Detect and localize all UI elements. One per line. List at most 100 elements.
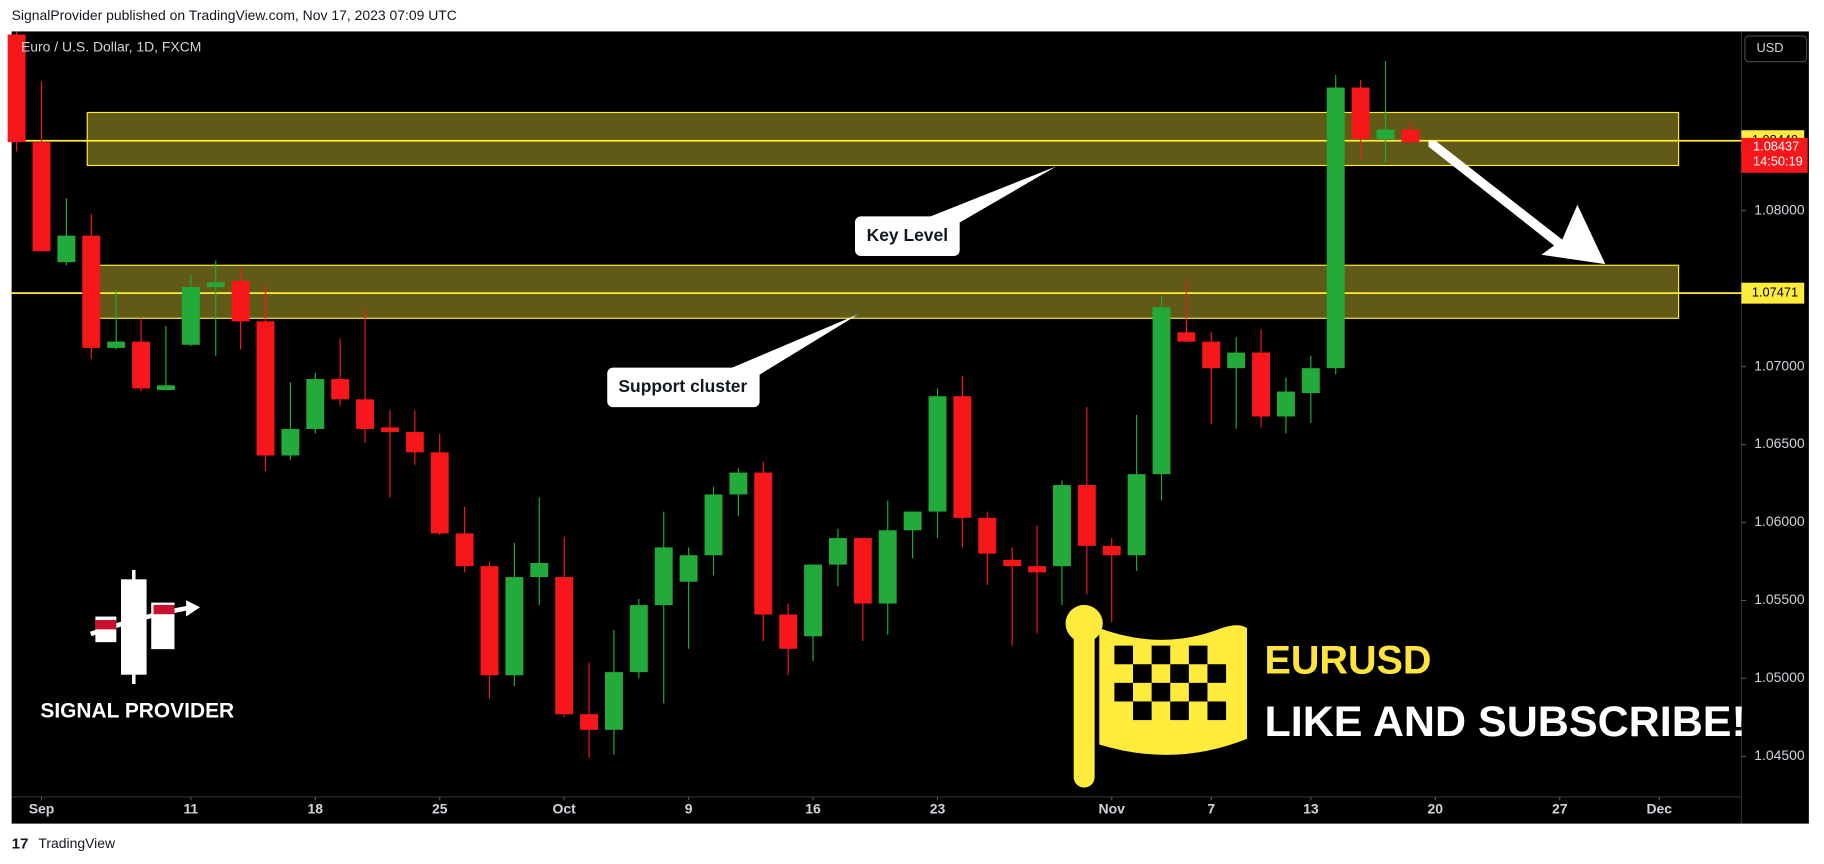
callout-box bbox=[855, 216, 960, 256]
candle-body bbox=[903, 511, 922, 531]
candle-body bbox=[1326, 87, 1345, 369]
candle-body bbox=[853, 538, 872, 604]
x-tick-label: 20 bbox=[1428, 800, 1444, 816]
x-tick-label: 25 bbox=[432, 800, 448, 816]
candle-body bbox=[580, 714, 599, 730]
candle-body bbox=[331, 379, 350, 400]
candle-body bbox=[281, 428, 300, 456]
logo-text: SIGNAL PROVIDER bbox=[40, 699, 234, 722]
currency-box[interactable] bbox=[1744, 35, 1808, 63]
candle-body bbox=[32, 142, 51, 252]
candle-body bbox=[1052, 485, 1071, 567]
footer: TradingView bbox=[38, 835, 116, 851]
x-tick-label: 27 bbox=[1552, 800, 1568, 816]
candle-body bbox=[1276, 391, 1295, 417]
candle-body bbox=[530, 563, 549, 578]
callout-pointer bbox=[721, 314, 859, 384]
candle-body bbox=[704, 494, 723, 556]
candle-body bbox=[231, 280, 250, 322]
flag-icon bbox=[1065, 604, 1248, 788]
candle-body bbox=[1351, 87, 1370, 139]
x-tick-label: 7 bbox=[1207, 800, 1215, 816]
candle-body bbox=[1202, 341, 1221, 369]
candle-body bbox=[1177, 332, 1196, 342]
candle-body bbox=[132, 341, 151, 389]
promo-text: LIKE AND SUBSCRIBE! bbox=[1264, 698, 1745, 746]
zone bbox=[86, 264, 1680, 319]
candle-body bbox=[356, 399, 375, 429]
last-price: 1.08437 bbox=[1753, 139, 1799, 154]
logo bbox=[89, 570, 201, 685]
level-label: 1.07471 bbox=[1752, 285, 1798, 300]
x-tick-label: 11 bbox=[183, 800, 198, 816]
candle-body bbox=[1376, 129, 1395, 139]
annotation: Support cluster bbox=[618, 376, 747, 396]
candle-body bbox=[405, 432, 424, 453]
candle-body bbox=[7, 34, 26, 143]
x-tick-label: Oct bbox=[553, 800, 577, 816]
candle-body bbox=[729, 472, 748, 495]
candle-body bbox=[1127, 474, 1146, 556]
x-tick-label: 16 bbox=[805, 800, 821, 816]
candle-body bbox=[256, 321, 275, 456]
zone bbox=[86, 111, 1680, 167]
candle-body bbox=[380, 427, 399, 433]
candle-body bbox=[480, 566, 499, 676]
y-tick-label: 1.07000 bbox=[1754, 357, 1805, 373]
candle-body bbox=[107, 341, 126, 348]
candle-body bbox=[779, 614, 798, 649]
candle-body bbox=[1252, 352, 1271, 417]
candle-body bbox=[878, 530, 897, 604]
footer-logo: 17 bbox=[12, 836, 29, 853]
candle-body bbox=[555, 577, 574, 715]
candle-body bbox=[57, 235, 76, 263]
y-tick-label: 1.06000 bbox=[1754, 513, 1805, 529]
annotation: Key Level bbox=[867, 225, 948, 245]
arrow bbox=[1428, 140, 1606, 265]
candle-body bbox=[754, 472, 773, 615]
candle-body bbox=[1301, 368, 1320, 394]
currency[interactable]: USD bbox=[1757, 40, 1784, 55]
candle-body bbox=[1102, 545, 1121, 556]
y-tick-label: 1.04500 bbox=[1754, 747, 1805, 763]
candle-body bbox=[1401, 129, 1420, 143]
candle-body bbox=[82, 235, 101, 348]
candle-body bbox=[828, 538, 847, 565]
x-tick-label: Sep bbox=[29, 800, 55, 816]
x-tick-label: 18 bbox=[308, 800, 324, 816]
candle-body bbox=[430, 452, 449, 534]
candle-body bbox=[1152, 307, 1171, 475]
y-tick-label: 1.05000 bbox=[1754, 669, 1805, 685]
candle-body bbox=[1003, 559, 1022, 567]
candle-body bbox=[306, 379, 325, 429]
candle-body bbox=[1077, 485, 1096, 546]
candle-body bbox=[928, 396, 947, 512]
x-tick-label: Dec bbox=[1646, 800, 1672, 816]
x-tick-label: 23 bbox=[930, 800, 946, 816]
promo-symbol: EURUSD bbox=[1264, 639, 1431, 683]
candle-body bbox=[804, 564, 823, 637]
level-label-box bbox=[1741, 282, 1805, 304]
plot: 1.04500 1.05000 1.05500 1.06000 1.06500 1.070… bbox=[7, 31, 1805, 816]
candle-body bbox=[1028, 566, 1047, 573]
candle-body bbox=[978, 517, 997, 554]
callout-pointer bbox=[918, 166, 1057, 233]
candle-body bbox=[181, 287, 200, 345]
x-tick-label: Nov bbox=[1099, 800, 1126, 816]
y-tick-label: 1.06500 bbox=[1754, 435, 1805, 451]
chart-title: Euro / U.S. Dollar, 1D, FXCM bbox=[21, 38, 201, 54]
header: SignalProvider published on TradingView.… bbox=[12, 7, 457, 23]
last-price-box bbox=[1741, 137, 1808, 173]
candle-body bbox=[206, 282, 225, 288]
callout-box bbox=[607, 367, 760, 408]
candle-body bbox=[1227, 352, 1246, 369]
x-tick-label: 9 bbox=[685, 800, 693, 816]
candle-body bbox=[455, 533, 474, 567]
y-tick-label: 1.05500 bbox=[1754, 591, 1805, 607]
candle-body bbox=[156, 385, 175, 390]
candle-body bbox=[679, 555, 698, 582]
x-tick-label: 13 bbox=[1303, 800, 1319, 816]
candle-body bbox=[654, 547, 673, 606]
